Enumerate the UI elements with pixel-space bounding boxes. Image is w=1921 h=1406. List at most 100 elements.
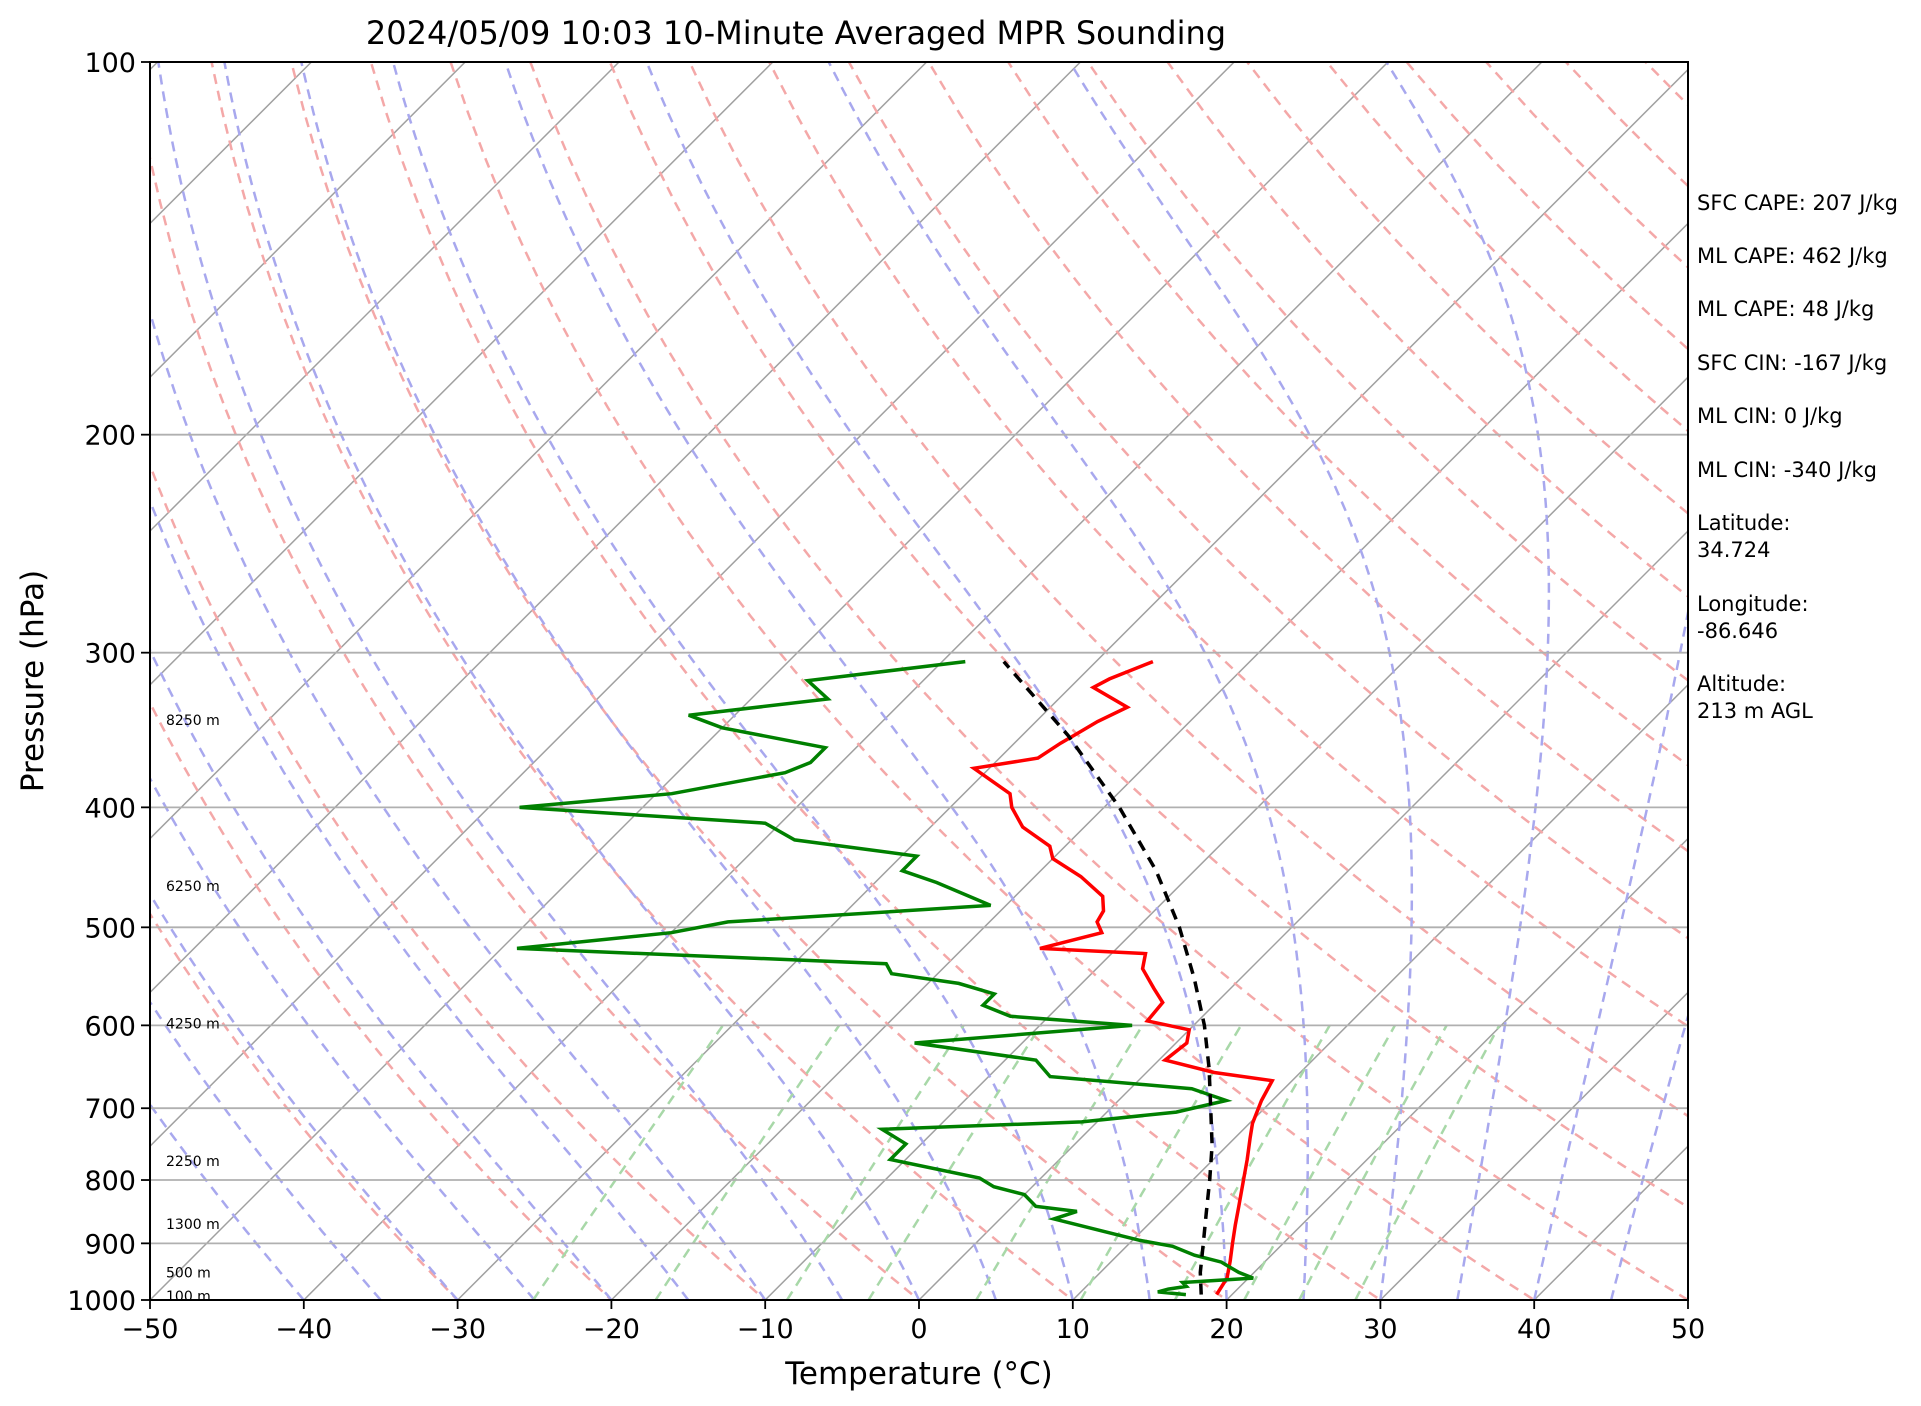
x-tick-label: −30 [429,1314,486,1345]
isotherm-line [150,62,928,840]
sfc-cin-text: SFC CIN: -167 J/kg [1697,351,1887,375]
x-tick-label: −20 [583,1314,640,1345]
ml-cin-text-2: ML CIN: -340 J/kg [1697,458,1877,482]
isotherm-line [918,529,1688,1300]
x-tick-label: −40 [275,1314,332,1345]
moist-adiabat-line [1532,606,1688,1300]
plot-frame [149,61,1689,1301]
mixing-ratio-line [1298,1024,1448,1300]
mixing-ratio-line [867,1024,1042,1300]
isotherm-line [150,62,466,379]
isotherm-line [1226,837,1688,1300]
moist-adiabat-line [827,62,1310,1300]
isotherm-line [150,62,1081,994]
x-tick-label: 40 [1517,1314,1551,1345]
dry-adiabat-line [529,62,1688,1300]
height-label: 8250 m [166,713,220,729]
pressure-grid [150,61,1688,1301]
isotherm-line [1379,991,1688,1300]
moist-adiabat-line [150,307,767,1300]
y-tick-label: 700 [84,1094,136,1125]
y-tick-label: 200 [84,421,136,452]
temperature-trace [969,659,1275,1296]
isotherm-line [0,62,4,1300]
x-axis-ticks: −50 −40 −30 −20 −10 0 10 20 30 40 50 [122,1300,1705,1345]
isotherm-line [150,62,620,533]
y-tick-label: 800 [84,1166,136,1197]
x-tick-label: 10 [1056,1314,1090,1345]
ml-cin-text: ML CIN: 0 J/kg [1697,404,1843,428]
dry-adiabat-line [608,62,1688,1209]
isotherm-line [150,62,774,686]
sounding-traces [516,659,1275,1297]
moist-adiabat-line [150,647,613,1300]
moist-adiabat-line [157,62,844,1300]
x-tick-label: 50 [1671,1314,1705,1345]
height-label: 1300 m [166,1217,220,1233]
dewpoint-trace [516,659,1254,1297]
y-tick-label: 100 [84,48,136,79]
dry-adiabat-line [150,700,614,1300]
latitude-label: Latitude: [1697,511,1791,535]
dry-adiabat-line [150,152,921,1300]
info-panel: SFC CAPE: 207 J/kg ML CAPE: 462 J/kg ML … [1697,191,1898,723]
height-label: 2250 m [166,1154,220,1170]
y-tick-label: 500 [84,913,136,944]
ml-cape-text-2: ML CAPE: 48 J/kg [1697,297,1874,321]
height-label: 4250 m [166,1017,220,1033]
isotherm-line [303,62,1543,1300]
moist-adiabat-line [1385,62,1551,1300]
y-tick-label: 400 [84,793,136,824]
dry-adiabat-line [210,62,1075,1300]
y-axis-ticks: 100 200 300 400 500 600 700 800 900 1000 [67,48,150,1317]
moist-adiabat-line [150,775,536,1300]
parcel-trace [1002,660,1214,1295]
y-axis-label: Pressure (hPa) [15,570,51,792]
moist-adiabat-line [1068,62,1414,1300]
moist-adiabat-line [1609,1011,1688,1300]
moist-adiabat-line [150,497,690,1300]
mixing-ratio-line [975,1024,1144,1300]
dry-adiabat-line [847,62,1688,940]
ml-cape-text: ML CAPE: 462 J/kg [1697,244,1888,268]
moist-adiabat-line [300,62,998,1300]
x-tick-label: 20 [1209,1314,1243,1345]
y-tick-label: 900 [84,1229,136,1260]
moist-adiabat-line [150,999,382,1300]
isotherm-line [610,222,1688,1300]
moist-adiabat-line [504,62,1151,1300]
y-tick-label: 1000 [67,1286,136,1317]
dry-adiabat-line [927,62,1688,853]
moist-adiabat-line [223,62,921,1300]
dry-adiabat-line [1086,62,1688,683]
dry-adiabat-line [150,911,460,1300]
dry-adiabat-line [369,62,1383,1300]
longitude-label: Longitude: [1697,592,1809,616]
altitude-label: Altitude: [1697,672,1786,696]
y-tick-label: 600 [84,1011,136,1042]
isotherm-line [457,68,1688,1300]
height-labels: 100 m 500 m 1300 m 2250 m 4250 m 6250 m 8250 m [166,713,220,1305]
latitude-value: 34.724 [1697,538,1770,562]
height-label: 100 m [166,1289,211,1305]
longitude-value: -86.646 [1697,619,1778,643]
background-lines [0,62,1688,1300]
moist-adiabat-line [391,62,1075,1300]
isotherm-line [150,62,1235,1148]
x-tick-label: −50 [122,1314,179,1345]
height-label: 6250 m [166,879,220,895]
moist-adiabat-line [150,891,459,1300]
mixing-ratio-line [1354,1024,1501,1300]
sfc-cape-text: SFC CAPE: 207 J/kg [1697,191,1898,215]
dry-adiabat-line [768,62,1688,1028]
dry-adiabat-line [290,62,1229,1300]
dry-adiabat-line [150,461,768,1300]
x-tick-label: −10 [737,1314,794,1345]
mixing-ratio-line [532,1024,724,1300]
height-label: 500 m [166,1265,211,1281]
dry-adiabat-line [449,62,1537,1300]
x-tick-label: 30 [1363,1314,1397,1345]
isotherm-line [1072,683,1688,1300]
moist-adiabat-line [645,62,1228,1300]
